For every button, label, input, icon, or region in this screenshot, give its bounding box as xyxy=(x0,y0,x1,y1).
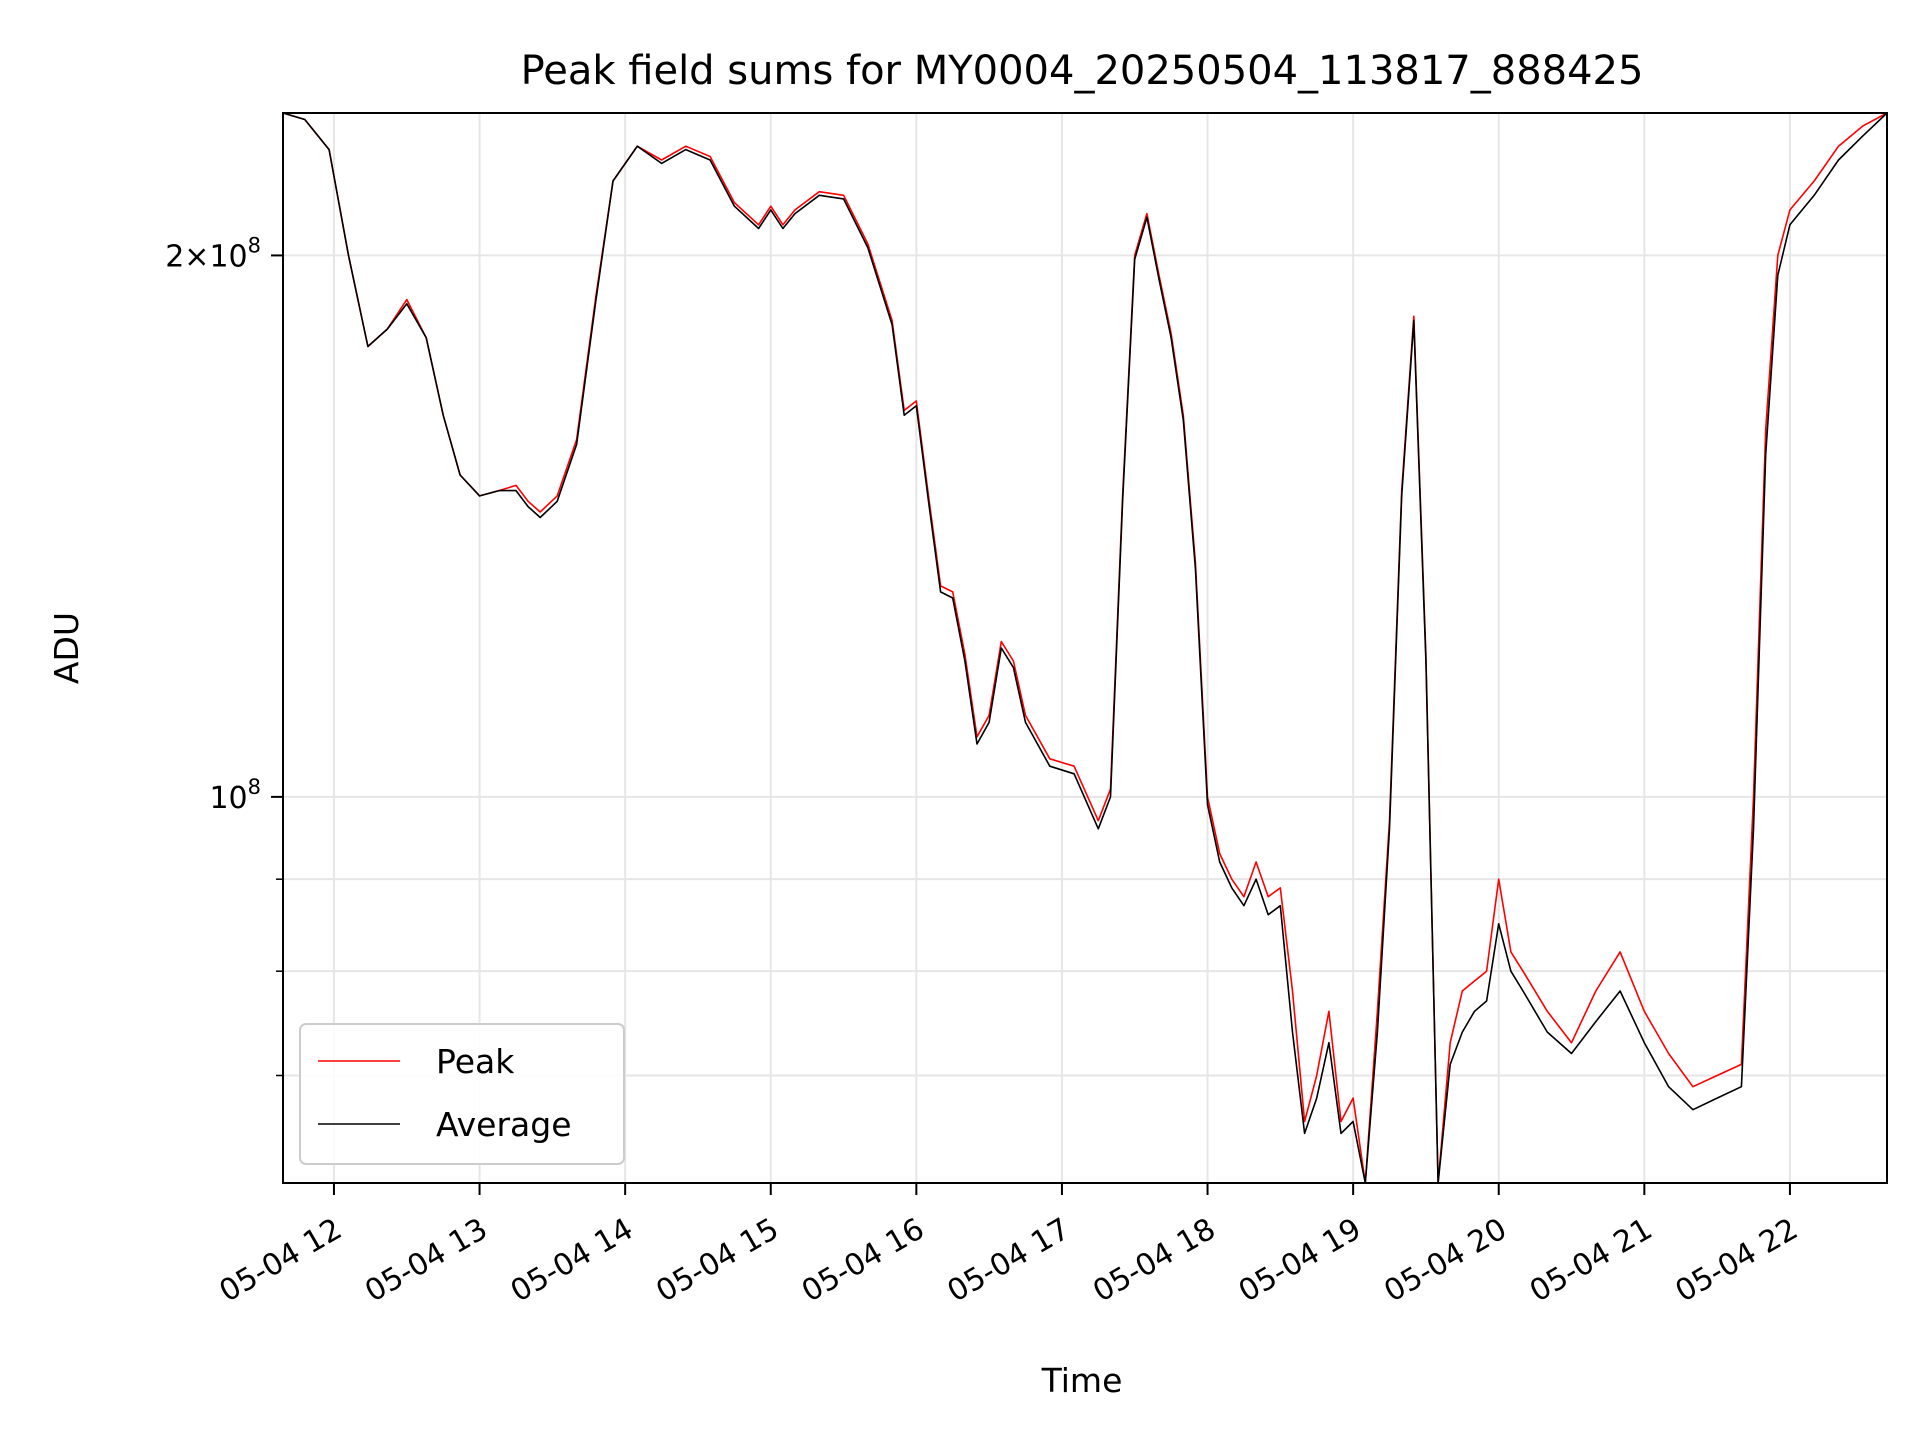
legend: Peak Average xyxy=(299,1023,625,1165)
series-line-average xyxy=(282,112,1888,1184)
y-tick-label: 2×108 xyxy=(165,233,261,274)
legend-box xyxy=(299,1023,625,1165)
series-layer xyxy=(282,112,1888,1184)
grid xyxy=(283,113,1887,1183)
plot-frame xyxy=(282,112,1888,1184)
legend-label-peak: Peak xyxy=(436,1042,515,1081)
legend-label-average: Average xyxy=(436,1105,572,1144)
x-axis-label: Time xyxy=(1041,1361,1123,1400)
y-axis-label: ADU xyxy=(47,612,86,684)
chart-title: Peak field sums for MY0004_20250504_1138… xyxy=(521,48,1644,94)
